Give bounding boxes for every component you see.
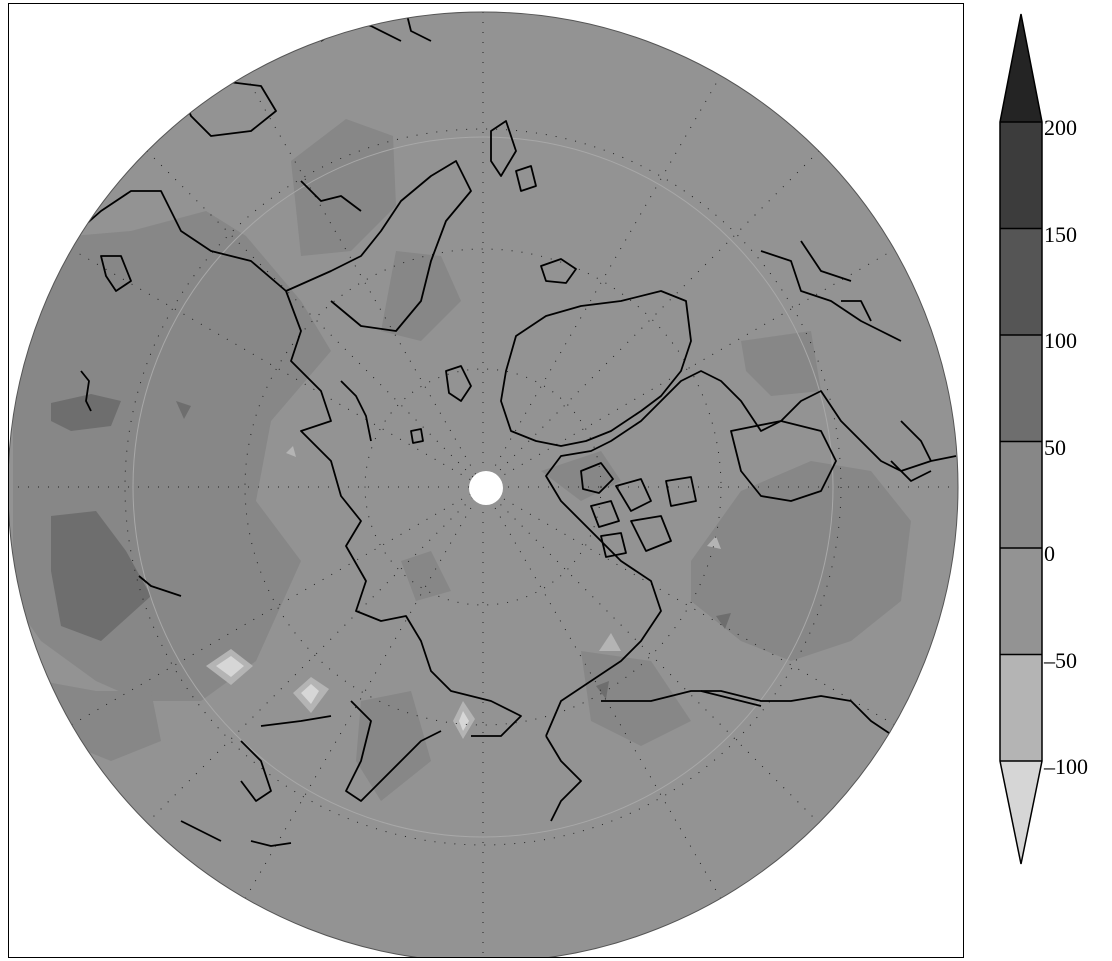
field-region-0-50 <box>741 331 821 396</box>
map-panel <box>8 3 964 958</box>
field-region-50-100 <box>596 681 609 699</box>
field-region-50-100 <box>716 613 731 629</box>
colorbar-tick-label: –50 <box>1044 647 1077 673</box>
colorbar <box>999 13 1043 865</box>
colorbar-tick-label: 150 <box>1044 221 1077 247</box>
colorbar-bin <box>1000 654 1042 761</box>
field-region-minus50-minus100 <box>707 536 721 549</box>
field-region-below-minus100 <box>459 711 469 731</box>
polar-map <box>9 11 959 957</box>
field-region-minus50-minus100 <box>286 446 296 457</box>
field-region-below-minus100 <box>301 684 319 704</box>
colorbar-tick-label: 50 <box>1044 434 1066 460</box>
colorbar-bin <box>1000 122 1042 229</box>
field-region-0-50 <box>356 691 431 801</box>
graticule <box>9 12 958 957</box>
colorbar-tick-label: –100 <box>1044 754 1088 779</box>
field-region-0-50 <box>381 251 461 341</box>
field-region-below-minus100 <box>216 656 244 677</box>
field-region-minus50-minus100 <box>599 633 621 651</box>
colorbar-tick-label: 100 <box>1044 328 1077 353</box>
field-region-0-50 <box>401 551 451 601</box>
colorbar-bin <box>1000 228 1042 335</box>
field-region-0-50 <box>291 119 396 256</box>
colorbar-bin <box>1000 548 1042 655</box>
field-region-50-100 <box>176 401 191 419</box>
field-region-0-50 <box>581 651 691 746</box>
latitude-ring <box>132 136 834 838</box>
anomaly-field <box>9 12 958 957</box>
colorbar-bin <box>1000 335 1042 442</box>
field-region-50-100 <box>51 511 151 641</box>
colorbar-bins <box>1000 14 1042 864</box>
colorbar-outline <box>999 13 1043 865</box>
colorbar-bin <box>1000 441 1042 548</box>
colorbar-bin-top-arrow <box>1000 14 1042 122</box>
colorbar-bin-bottom-arrow <box>1000 761 1042 864</box>
pole-marker <box>469 471 503 505</box>
map-boundary <box>9 11 959 957</box>
field-region-50-100 <box>51 394 121 431</box>
colorbar-tick-label: 200 <box>1044 115 1077 140</box>
field-region-0-50 <box>691 461 911 661</box>
colorbar-tick-label: 0 <box>1044 541 1055 566</box>
